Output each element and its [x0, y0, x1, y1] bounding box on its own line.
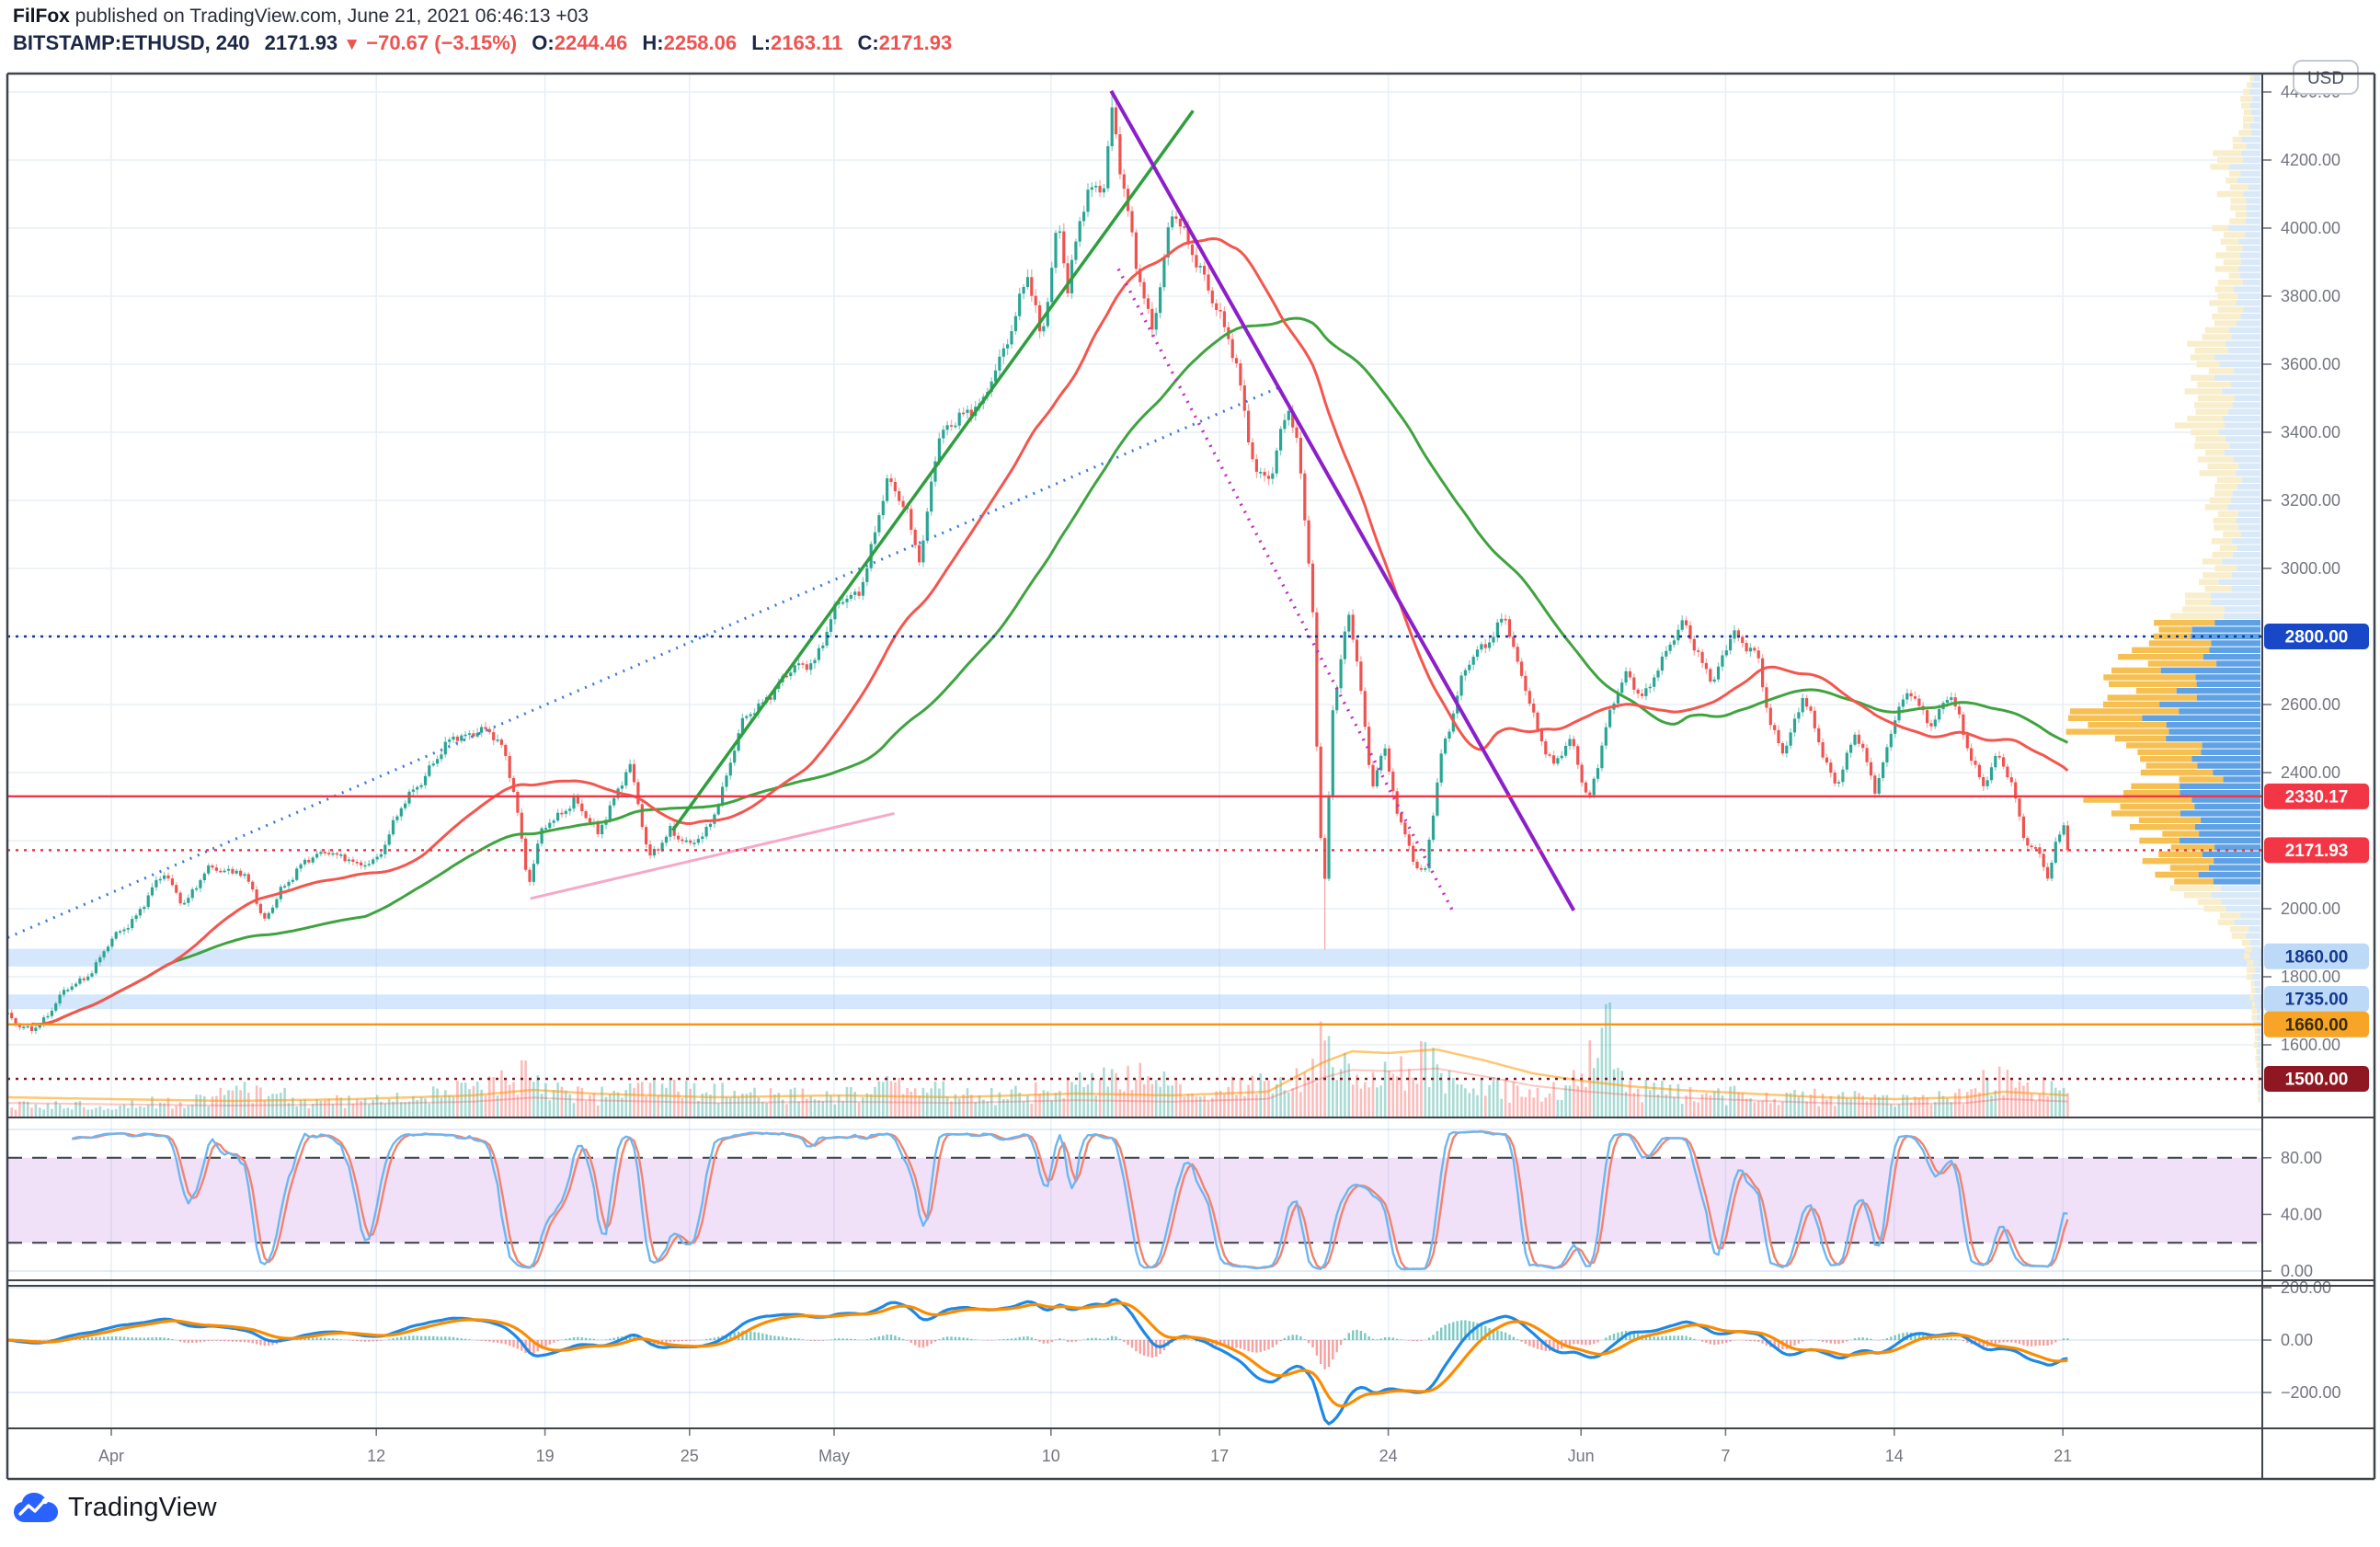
- svg-text:1500.00: 1500.00: [2285, 1071, 2349, 1090]
- svg-text:19: 19: [536, 1447, 555, 1465]
- svg-text:2330.17: 2330.17: [2285, 787, 2349, 807]
- svg-text:1860.00: 1860.00: [2285, 947, 2349, 967]
- support-zones[interactable]: [7, 948, 2374, 1010]
- svg-text:40.00: 40.00: [2281, 1205, 2322, 1223]
- grid-layer: [7, 74, 2262, 1428]
- svg-text:200.00: 200.00: [2281, 1278, 2331, 1297]
- svg-text:4200.00: 4200.00: [2281, 151, 2340, 169]
- high-value: 2258.06: [663, 31, 738, 54]
- svg-text:1800.00: 1800.00: [2281, 968, 2340, 986]
- svg-text:7: 7: [1721, 1447, 1730, 1465]
- svg-text:10: 10: [1042, 1447, 1060, 1465]
- svg-text:2000.00: 2000.00: [2281, 900, 2340, 918]
- volume-profile-layer: [2065, 75, 2260, 1103]
- svg-text:25: 25: [681, 1447, 699, 1465]
- macd-pane: [7, 1298, 2069, 1426]
- svg-text:1735.00: 1735.00: [2285, 991, 2349, 1010]
- svg-text:24: 24: [1379, 1447, 1398, 1465]
- svg-text:May: May: [818, 1447, 850, 1465]
- svg-text:4000.00: 4000.00: [2281, 219, 2340, 237]
- svg-text:2171.93: 2171.93: [2285, 842, 2349, 861]
- close-value: 2171.93: [878, 31, 953, 54]
- tradingview-wordmark: TradingView: [68, 1492, 217, 1522]
- symbol-info-row: BITSTAMP:ETHUSD, 240 2171.93 ▼ −70.67 (−…: [13, 31, 952, 55]
- attribution: FilFox published on TradingView.com, Jun…: [13, 6, 589, 28]
- svg-text:−200.00: −200.00: [2281, 1383, 2341, 1402]
- currency-button[interactable]: USD: [2293, 60, 2359, 95]
- time-axis[interactable]: Apr 12 19 25 May 10 17 24 Jun 7 14 21: [98, 1428, 2072, 1465]
- svg-text:3400.00: 3400.00: [2281, 423, 2340, 441]
- svg-text:12: 12: [367, 1447, 385, 1465]
- attribution-author: FilFox: [13, 6, 70, 27]
- price-badge-1735.00: 1735.00: [2264, 986, 2369, 1013]
- svg-text:3600.00: 3600.00: [2281, 355, 2340, 373]
- price-axis[interactable]: 4400.004200.004000.003800.003600.003400.…: [2262, 60, 2369, 1402]
- svg-text:0.00: 0.00: [2281, 1331, 2313, 1349]
- tradingview-logo[interactable]: TradingView: [13, 1492, 217, 1523]
- price-badge-2330.17: 2330.17: [2264, 783, 2369, 809]
- price-badge-1660.00: 1660.00: [2264, 1011, 2369, 1037]
- open-label: O:: [532, 31, 555, 54]
- svg-text:2800.00: 2800.00: [2285, 628, 2349, 647]
- price-badge-1860.00: 1860.00: [2264, 943, 2369, 969]
- svg-text:USD: USD: [2307, 69, 2344, 88]
- volume-layer: [7, 1003, 2069, 1117]
- svg-text:14: 14: [1885, 1447, 1904, 1465]
- svg-text:80.00: 80.00: [2281, 1149, 2322, 1167]
- last-price: 2171.93: [264, 31, 338, 54]
- svg-text:3800.00: 3800.00: [2281, 287, 2340, 305]
- low-value: 2163.11: [771, 31, 843, 54]
- svg-text:1600.00: 1600.00: [2281, 1036, 2340, 1054]
- svg-text:3200.00: 3200.00: [2281, 491, 2340, 510]
- svg-text:Jun: Jun: [1568, 1447, 1595, 1465]
- svg-text:0.00: 0.00: [2281, 1262, 2313, 1280]
- tradingview-cloud-icon: [14, 1493, 58, 1522]
- svg-text:21: 21: [2054, 1447, 2072, 1465]
- open-value: 2244.46: [554, 31, 628, 54]
- price-badge-1500.00: 1500.00: [2264, 1066, 2369, 1092]
- moving-averages-layer: [31, 237, 2069, 1026]
- down-arrow-icon: ▼: [343, 35, 361, 54]
- svg-text:2400.00: 2400.00: [2281, 763, 2340, 782]
- svg-text:1660.00: 1660.00: [2285, 1015, 2349, 1035]
- price-change: −70.67 (−3.15%): [366, 31, 518, 54]
- chart-frame: [6, 72, 2376, 1481]
- close-label: C:: [857, 31, 879, 54]
- svg-text:Apr: Apr: [98, 1447, 124, 1465]
- price-badge-2800.00: 2800.00: [2264, 624, 2369, 649]
- trendlines-layer[interactable]: [7, 89, 1576, 939]
- attribution-rest: published on TradingView.com, June 21, 2…: [69, 6, 589, 27]
- candles-layer: [7, 92, 2069, 1035]
- high-label: H:: [642, 31, 664, 54]
- horizontal-levels-layer[interactable]: [7, 635, 2262, 1081]
- low-label: L:: [751, 31, 772, 54]
- price-badge-2171.93: 2171.93: [2264, 837, 2369, 864]
- svg-text:3000.00: 3000.00: [2281, 559, 2340, 578]
- svg-text:2600.00: 2600.00: [2281, 695, 2340, 714]
- svg-text:17: 17: [1210, 1447, 1229, 1465]
- stochastic-pane: [7, 1129, 2262, 1271]
- symbol-name: BITSTAMP:ETHUSD, 240: [13, 31, 250, 54]
